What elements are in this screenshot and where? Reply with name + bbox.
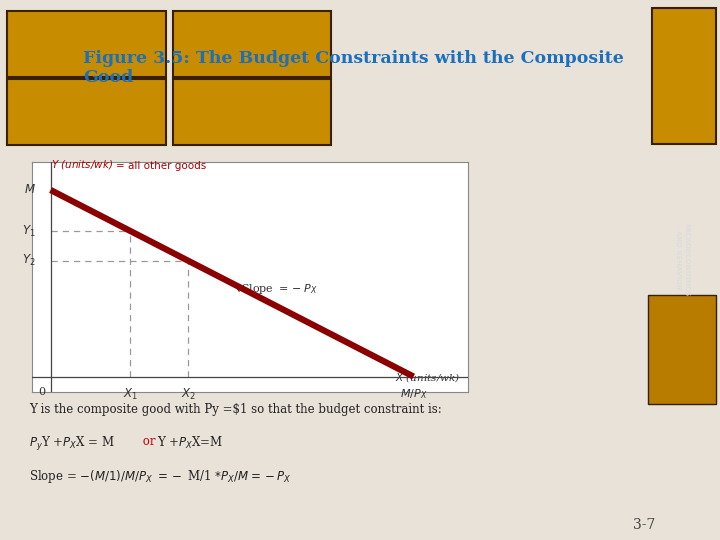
Text: MICROECONOMICS
AND BEHAVIOR: MICROECONOMICS AND BEHAVIOR	[675, 224, 689, 296]
Text: 0: 0	[38, 387, 45, 397]
Bar	[173, 79, 331, 145]
Text: $Y$ (units/wk): $Y$ (units/wk)	[50, 158, 113, 171]
Text: $X_1$: $X_1$	[123, 387, 138, 402]
Bar	[648, 295, 716, 404]
Text: or: or	[140, 435, 160, 448]
Text: $X$ (units/wk): $X$ (units/wk)	[395, 371, 461, 384]
Bar	[652, 8, 716, 144]
Bar	[7, 11, 166, 77]
Bar	[7, 79, 166, 145]
Text: Slope = $-(M/1)/M/P_X$ $=-$ M/1 $* P_X/M = -P_X$: Slope = $-(M/1)/M/P_X$ $=-$ M/1 $* P_X/M…	[29, 468, 292, 484]
Text: 3-7: 3-7	[633, 518, 655, 532]
Text: $X_2$: $X_2$	[181, 387, 196, 402]
Text: Y is the composite good with Py =$1 so that the budget constraint is:: Y is the composite good with Py =$1 so t…	[29, 403, 441, 416]
Text: $P_y$Y +$P_X$X = M: $P_y$Y +$P_X$X = M	[29, 435, 114, 453]
Bar	[173, 11, 331, 77]
Text: $M$: $M$	[24, 184, 36, 197]
Text: $Y_1$: $Y_1$	[22, 224, 36, 239]
Text: $Y_2$: $Y_2$	[22, 253, 36, 268]
Text: Slope $= -P_X$: Slope $= -P_X$	[241, 282, 318, 296]
Text: Y +$P_X$X=M: Y +$P_X$X=M	[157, 435, 223, 451]
Text: = all other goods: = all other goods	[116, 161, 206, 171]
Text: $M/P_X$: $M/P_X$	[400, 387, 427, 401]
Text: Figure 3.5: The Budget Constraints with the Composite
Good: Figure 3.5: The Budget Constraints with …	[83, 50, 624, 86]
